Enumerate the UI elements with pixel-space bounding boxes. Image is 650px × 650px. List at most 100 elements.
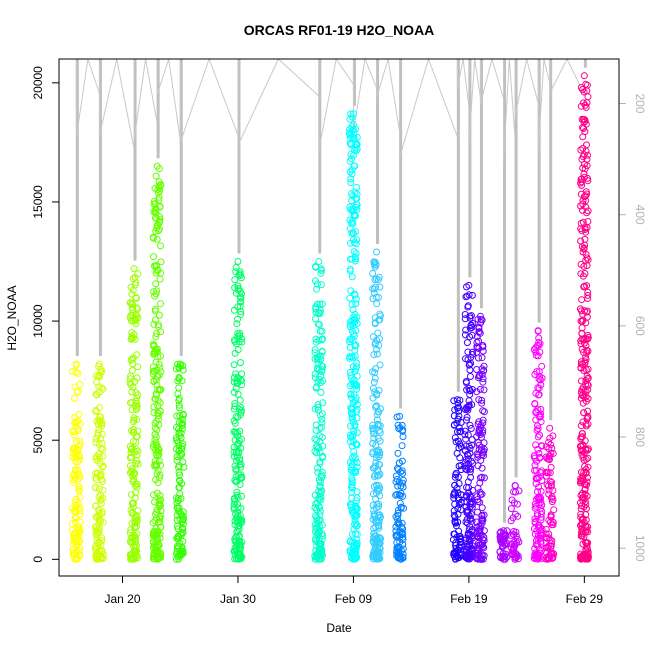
data-point <box>353 195 361 203</box>
data-point <box>480 447 488 455</box>
data-point <box>151 430 159 438</box>
data-point <box>315 527 323 535</box>
data-point <box>347 501 355 509</box>
data-point <box>314 468 322 476</box>
data-point <box>370 530 378 538</box>
data-point <box>473 547 481 555</box>
data-point <box>131 494 139 502</box>
data-point <box>393 539 401 547</box>
data-point <box>349 236 357 244</box>
pressure-trace-transit <box>399 57 458 158</box>
data-point <box>466 444 474 452</box>
data-point <box>131 523 138 531</box>
data-point <box>157 269 165 277</box>
data-point <box>232 384 240 392</box>
data-point <box>126 551 134 559</box>
data-point <box>230 374 238 382</box>
data-point <box>129 426 137 433</box>
data-point <box>473 344 481 352</box>
data-point <box>549 432 557 440</box>
data-point <box>454 489 462 497</box>
y2-tick-label: 600 <box>633 316 647 336</box>
data-point <box>473 333 481 341</box>
data-point <box>311 435 319 443</box>
data-point <box>463 543 471 551</box>
y-tick-label: 5000 <box>31 427 45 454</box>
data-point <box>468 331 476 339</box>
data-point <box>319 377 327 385</box>
data-point <box>451 553 459 561</box>
data-point <box>476 474 484 482</box>
data-point <box>369 439 377 447</box>
data-point <box>353 497 360 505</box>
data-point <box>373 345 381 353</box>
data-point <box>376 449 384 456</box>
data-point <box>350 391 358 399</box>
data-point <box>126 529 134 537</box>
data-point <box>369 333 377 341</box>
data-point <box>577 505 585 513</box>
data-point <box>92 407 100 415</box>
x-tick-label: Feb 29 <box>566 592 604 606</box>
data-point <box>234 504 242 512</box>
data-point <box>462 442 470 450</box>
data-point <box>235 532 243 540</box>
data-point <box>372 293 380 301</box>
data-point <box>150 403 158 411</box>
data-point <box>577 84 585 91</box>
data-point <box>507 505 515 513</box>
data-point <box>175 504 183 512</box>
data-point <box>473 348 481 356</box>
data-point <box>348 353 356 361</box>
data-point <box>577 146 585 154</box>
data-point <box>129 472 136 480</box>
data-point <box>537 410 545 418</box>
data-point <box>350 427 358 435</box>
data-point <box>538 508 546 515</box>
data-point <box>351 467 359 475</box>
data-point <box>500 527 508 535</box>
data-point <box>230 388 238 396</box>
pressure-trace-transit <box>537 58 551 153</box>
data-point <box>583 87 591 95</box>
data-point <box>149 519 157 527</box>
data-point <box>311 491 319 499</box>
data-point <box>580 170 588 178</box>
data-point <box>353 184 361 191</box>
data-point <box>461 315 469 323</box>
data-point <box>316 458 324 466</box>
data-point <box>98 547 106 555</box>
data-point <box>151 208 159 216</box>
data-point <box>467 425 475 432</box>
data-point <box>461 331 469 339</box>
data-point <box>233 517 241 525</box>
data-point <box>370 259 378 267</box>
data-point <box>352 203 360 211</box>
data-point <box>151 292 159 300</box>
x-tick-label: Jan 20 <box>104 592 140 606</box>
data-point <box>157 496 165 504</box>
data-point <box>584 174 591 182</box>
data-point <box>154 542 161 550</box>
data-point <box>230 405 238 413</box>
data-point <box>456 454 464 462</box>
data-point <box>465 361 473 369</box>
data-point <box>398 519 406 527</box>
data-point <box>581 101 589 109</box>
data-point <box>92 531 100 539</box>
data-point <box>129 503 137 511</box>
data-point <box>580 72 588 80</box>
data-point <box>232 370 240 378</box>
data-point <box>347 175 355 183</box>
data-point <box>466 314 474 322</box>
data-point <box>234 374 242 381</box>
data-point <box>454 473 462 481</box>
data-point <box>346 336 354 343</box>
y2-tick-label: 1000 <box>633 535 647 562</box>
data-point <box>351 162 359 170</box>
data-point <box>353 441 361 449</box>
data-point <box>316 483 324 491</box>
data-point <box>531 467 538 474</box>
data-point <box>456 538 464 546</box>
data-point <box>157 507 165 515</box>
